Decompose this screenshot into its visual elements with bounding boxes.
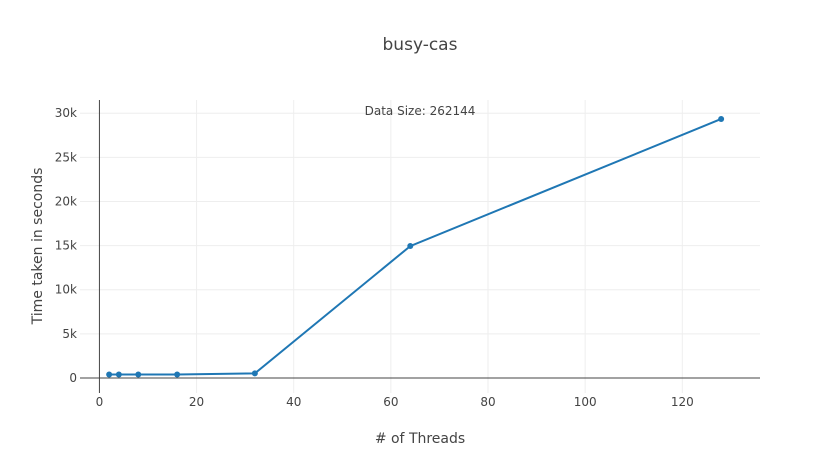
data-point[interactable] (174, 371, 181, 378)
data-point[interactable] (106, 371, 113, 378)
x-tick-label: 60 (383, 395, 398, 409)
x-tick-label: 120 (671, 395, 694, 409)
y-tick-label: 10k (55, 283, 77, 297)
x-tick-label: 100 (574, 395, 597, 409)
y-tick-label: 15k (55, 239, 77, 253)
x-tick-label: 80 (480, 395, 495, 409)
x-tick-label: 40 (286, 395, 301, 409)
data-point[interactable] (407, 243, 414, 250)
chart-title: busy-cas (383, 35, 458, 55)
y-tick-label: 5k (62, 327, 77, 341)
data-point[interactable] (115, 371, 122, 378)
x-tick-label: 20 (189, 395, 204, 409)
x-axis-ticks: 0 20 40 60 80 100 120 (96, 395, 694, 409)
data-point[interactable] (718, 115, 725, 122)
data-point[interactable] (251, 370, 258, 377)
x-tick-label: 0 (96, 395, 104, 409)
y-tick-label: 30k (55, 106, 77, 120)
y-tick-label: 0 (69, 371, 77, 385)
x-axis-title: # of Threads (375, 431, 465, 447)
series-layer (106, 115, 725, 378)
grid (80, 100, 760, 393)
y-axis-title: Time taken in seconds (30, 168, 46, 326)
y-tick-label: 25k (55, 150, 77, 164)
y-axis-ticks: 0 5k 10k 15k 20k 25k 30k (55, 106, 77, 385)
data-size-annotation: Data Size: 262144 (365, 104, 476, 118)
data-point[interactable] (135, 371, 142, 378)
y-tick-label: 20k (55, 194, 77, 208)
